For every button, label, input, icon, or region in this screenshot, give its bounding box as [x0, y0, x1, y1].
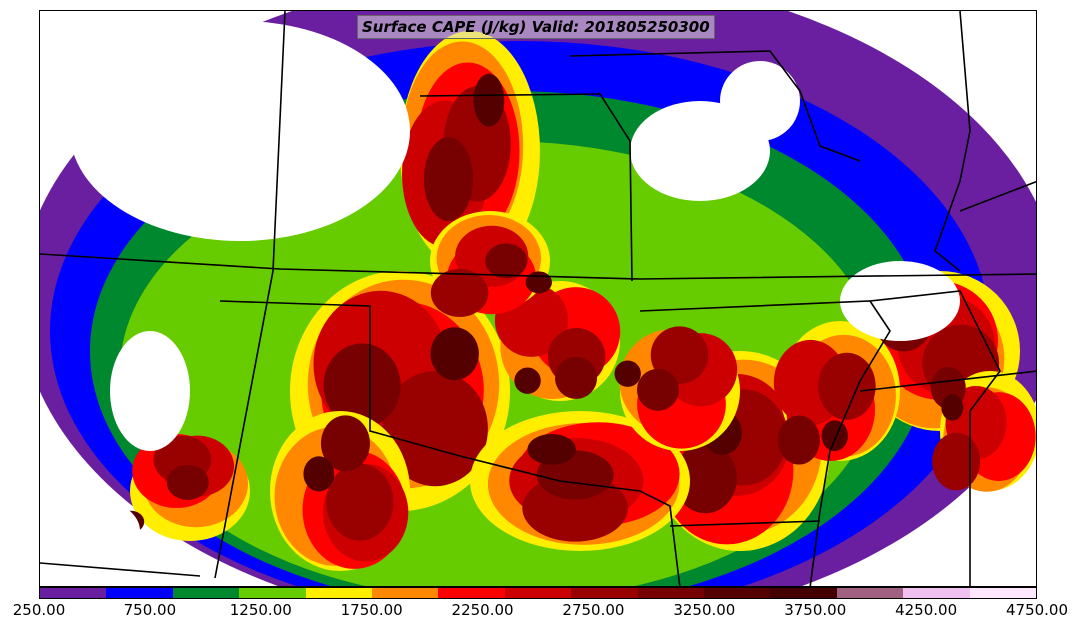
colorbar-segment — [239, 588, 306, 598]
cape-contour — [303, 456, 335, 492]
cape-contour — [326, 463, 394, 541]
state-border — [219, 300, 681, 586]
colorbar-tick-label: 3750.00 — [784, 601, 847, 619]
cape-contour — [166, 464, 209, 500]
cape-contour-field — [40, 11, 1036, 586]
colorbar-tick-label: 2750.00 — [562, 601, 625, 619]
low-cape-area — [840, 261, 960, 341]
colorbar-segment — [305, 588, 373, 598]
state-border — [569, 50, 861, 162]
cape-contour — [818, 352, 876, 420]
colorbar-tick-label: 750.00 — [123, 601, 177, 619]
low-cape-area — [70, 21, 410, 241]
state-border — [869, 290, 1001, 586]
state-border — [419, 93, 633, 282]
low-cape-area — [60, 501, 140, 561]
colorbar-segment — [903, 588, 970, 598]
state-border — [40, 562, 201, 577]
colorbar-segment — [770, 588, 837, 598]
colorbar-tick-label: 3250.00 — [673, 601, 736, 619]
cape-contour — [485, 243, 528, 279]
cape-contour — [673, 443, 737, 514]
cape-contour — [636, 368, 679, 411]
colorbar-segment — [704, 588, 771, 598]
cape-contour — [323, 343, 401, 428]
map-title: Surface CAPE (J/kg) Valid: 201805250300 — [357, 15, 715, 39]
cape-contour — [932, 432, 981, 491]
state-border — [934, 11, 971, 272]
cape-contour — [941, 394, 964, 421]
colorbar-segment — [372, 588, 439, 598]
cape-contour — [614, 360, 641, 387]
cape-contour — [423, 137, 473, 222]
colorbar-tick-label: 2250.00 — [451, 601, 514, 619]
cape-contour — [430, 268, 489, 317]
colorbar-tick-label: 250.00 — [12, 601, 66, 619]
colorbar-segment — [969, 588, 1037, 598]
colorbar-segment — [106, 588, 173, 598]
cape-map — [39, 10, 1037, 587]
cape-contour — [821, 420, 848, 452]
colorbar-tick-label: 4750.00 — [1005, 601, 1069, 619]
cape-contour — [650, 326, 709, 384]
colorbar-segment — [172, 588, 240, 598]
state-border — [214, 11, 286, 579]
cape-contour — [527, 434, 576, 465]
cape-contour — [777, 415, 820, 465]
colorbar-segment — [836, 588, 904, 598]
cape-contour — [514, 367, 541, 394]
cape-contour — [382, 370, 488, 487]
colorbar-tick-label: 1250.00 — [229, 601, 292, 619]
cape-contour — [473, 73, 505, 127]
state-border — [959, 180, 1036, 212]
state-border — [669, 520, 821, 527]
cape-contour — [430, 327, 479, 381]
low-cape-area — [110, 331, 190, 451]
colorbar-segment — [637, 588, 705, 598]
state-border — [40, 253, 1036, 280]
colorbar-segment — [438, 588, 505, 598]
low-cape-area — [720, 61, 800, 141]
state-border — [859, 370, 1036, 392]
cape-contour — [320, 415, 370, 472]
cape-contour — [525, 271, 552, 294]
colorbar-segment — [504, 588, 572, 598]
colorbar-segment — [571, 588, 638, 598]
colorbar-tick-label: 1750.00 — [340, 601, 403, 619]
colorbar-tick-label: 4250.00 — [895, 601, 958, 619]
cape-contour — [555, 356, 598, 399]
colorbar-segment — [40, 588, 107, 598]
colorbar — [39, 587, 1037, 599]
